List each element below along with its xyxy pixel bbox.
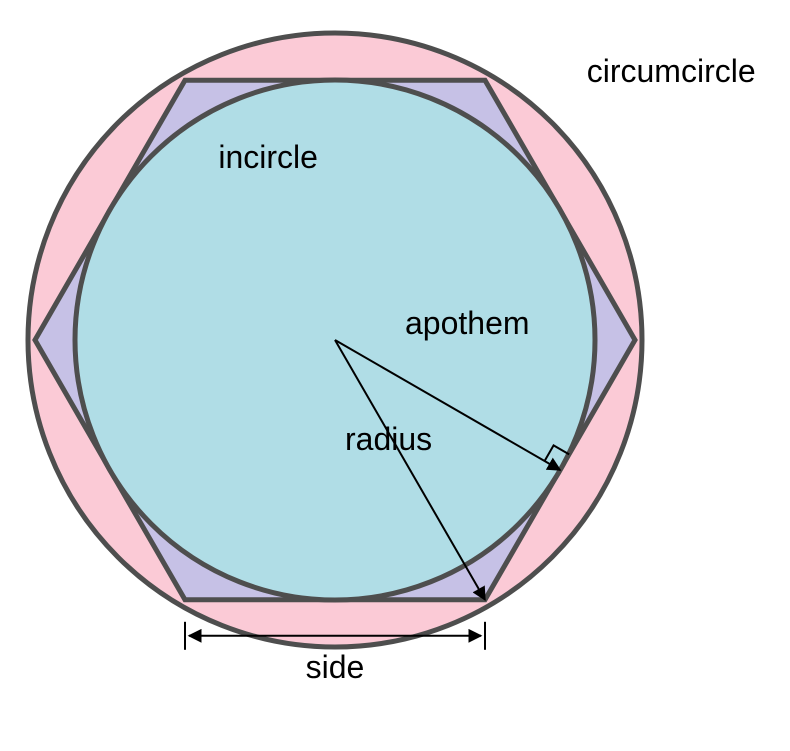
label-apothem: apothem [405, 305, 530, 341]
label-radius: radius [345, 421, 432, 457]
label-side: side [306, 649, 365, 685]
label-incircle: incircle [218, 139, 318, 175]
label-circumcircle: circumcircle [587, 53, 756, 89]
polygon-circles-diagram: circumcircle incircle apothem radius side [0, 0, 790, 751]
